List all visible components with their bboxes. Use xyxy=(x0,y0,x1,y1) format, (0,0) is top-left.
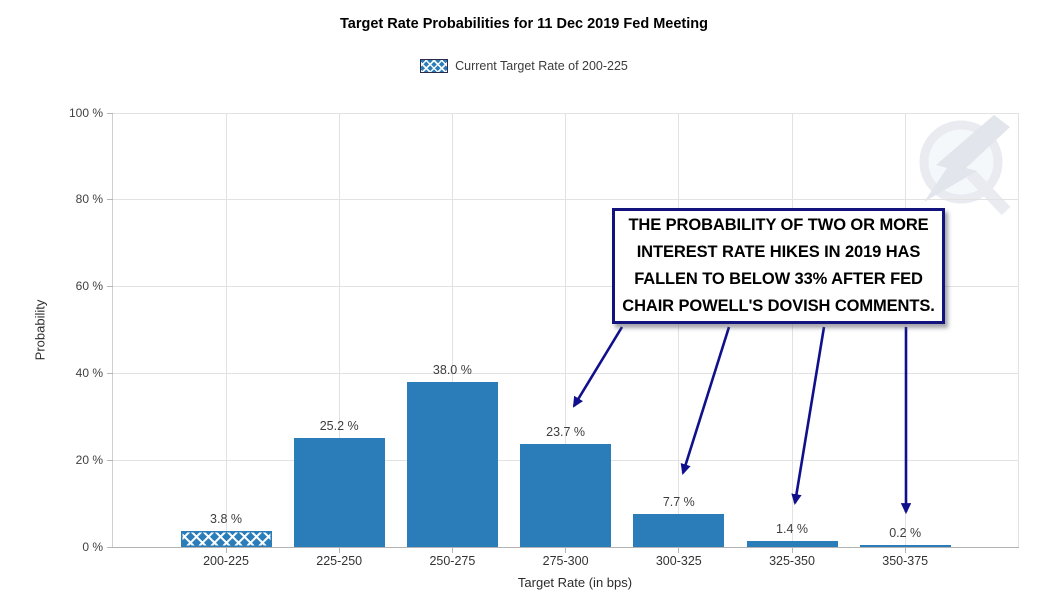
x-axis-tick xyxy=(678,547,680,553)
x-tick-label: 225-250 xyxy=(316,554,363,568)
y-tick-label: 40 % xyxy=(75,365,103,380)
x-axis-tick xyxy=(338,547,340,553)
y-axis-tick xyxy=(107,459,113,461)
y-axis-tick xyxy=(107,546,113,548)
legend-crosshatch-swatch-icon xyxy=(420,59,449,73)
y-tick-label: 80 % xyxy=(75,192,103,207)
bar-value-label: 38.0 % xyxy=(432,363,472,378)
gridline-vertical xyxy=(565,113,567,547)
gridline-vertical xyxy=(678,113,680,547)
x-axis-tick xyxy=(225,547,227,553)
x-tick-label: 300-325 xyxy=(655,554,702,568)
x-axis-tick xyxy=(565,547,567,553)
bar-200-225[interactable] xyxy=(180,530,272,547)
y-axis-tick xyxy=(107,112,113,114)
y-axis-tick xyxy=(107,372,113,374)
x-axis-tick xyxy=(791,547,793,553)
y-tick-label: 100 % xyxy=(68,105,103,120)
x-tick-label: 275-300 xyxy=(542,554,589,568)
gridline-vertical xyxy=(1018,113,1019,547)
legend-label: Current Target Rate of 200-225 xyxy=(455,59,628,73)
y-tick-label: 20 % xyxy=(75,452,103,467)
bar-value-label: 1.4 % xyxy=(776,521,808,536)
y-tick-label: 0 % xyxy=(82,539,103,554)
y-axis-tick xyxy=(107,199,113,201)
x-tick-label: 325-350 xyxy=(769,554,815,568)
bar-225-250[interactable] xyxy=(293,437,385,547)
plot-area: 0 % 20 % 40 % 60 % 80 % 100 % 3.8 % 200-225 25.2… xyxy=(69,106,1019,568)
chart-title: Target Rate Probabilities for 11 Dec 201… xyxy=(340,16,708,32)
bar-value-label: 7.7 % xyxy=(662,494,695,509)
annotation-text: THE PROBABILITY OF TWO OR MORE INTEREST … xyxy=(622,216,935,315)
x-axis-tick xyxy=(451,547,453,553)
bar-325-350[interactable] xyxy=(746,540,838,547)
bar-value-label: 0.2 % xyxy=(889,526,922,540)
bar-value-label: 3.8 % xyxy=(210,511,242,526)
gridline-vertical xyxy=(904,113,906,547)
y-axis-tick xyxy=(107,286,113,288)
gridline-vertical xyxy=(791,113,793,547)
y-tick-label: 60 % xyxy=(75,279,103,294)
y-axis-title: Probability xyxy=(32,299,48,361)
bar-value-label: 25.2 % xyxy=(319,418,359,433)
bar-275-300[interactable] xyxy=(520,444,612,547)
gridline-vertical xyxy=(338,113,340,547)
x-axis-tick xyxy=(904,547,906,553)
bar-value-label: 23.7 % xyxy=(546,425,586,440)
x-axis-title: Target Rate (in bps) xyxy=(517,575,633,590)
bar-300-325[interactable] xyxy=(633,513,725,547)
gridline-vertical xyxy=(225,113,227,547)
bar-350-375[interactable] xyxy=(859,545,951,547)
x-tick-label: 250-275 xyxy=(429,554,476,568)
x-tick-label: 350-375 xyxy=(882,554,929,568)
x-tick-label: 200-225 xyxy=(203,554,249,568)
gridline-vertical xyxy=(451,113,453,547)
annotation-box: THE PROBABILITY OF TWO OR MORE INTEREST … xyxy=(612,208,945,324)
bar-250-275[interactable] xyxy=(406,382,498,547)
legend[interactable]: Current Target Rate of 200-225 xyxy=(0,59,1048,73)
